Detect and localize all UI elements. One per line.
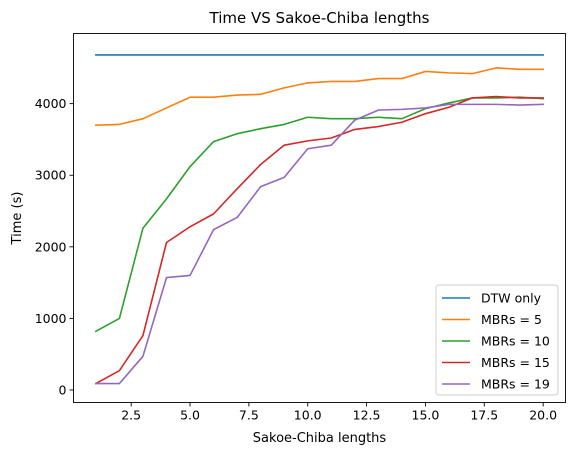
x-tick-label: 17.5	[470, 408, 498, 423]
plot-lines	[94, 54, 544, 385]
y-tick-label: 0	[59, 382, 67, 397]
x-tick-label: 12.5	[353, 408, 381, 423]
legend-box	[435, 284, 559, 396]
chart-title: Time VS Sakoe-Chiba lengths	[209, 9, 430, 27]
legend: DTW only MBRs = 5 MBRs = 10 MBRs = 15 MBRs =…	[435, 284, 559, 396]
legend-label-dtw-only: DTW only	[481, 291, 542, 306]
series-line-mbrs-19	[95, 103, 544, 385]
y-tick-label: 3000	[35, 168, 67, 183]
x-tick-label: 20.0	[529, 408, 557, 423]
y-axis-label: Time (s)	[10, 192, 25, 246]
series-line-mbrs-5	[95, 67, 544, 126]
y-tick-label: 1000	[35, 311, 67, 326]
legend-label-mbrs-19: MBRs = 19	[481, 377, 550, 392]
x-tick-label: 5.0	[180, 408, 200, 423]
series-line-mbrs-15	[94, 95, 544, 385]
x-tick-label: 15.0	[412, 408, 440, 423]
y-tick-label: 2000	[35, 239, 67, 254]
x-tick-label: 10.0	[294, 408, 322, 423]
legend-label-mbrs-15: MBRs = 15	[481, 355, 550, 370]
legend-label-mbrs-10: MBRs = 10	[481, 334, 550, 349]
x-tick-label: 2.5	[121, 408, 141, 423]
x-axis: 2.5 5.0 7.5 10.0 12.5 15.0 17.5 20.0	[121, 402, 557, 423]
x-tick-label: 7.5	[239, 408, 259, 423]
y-tick-label: 4000	[35, 96, 67, 111]
x-axis-label: Sakoe-Chiba lengths	[253, 431, 387, 446]
legend-label-mbrs-5: MBRs = 5	[481, 312, 542, 327]
plot-frame	[73, 33, 566, 403]
y-axis: 0 1000 2000 3000 4000	[35, 96, 74, 397]
